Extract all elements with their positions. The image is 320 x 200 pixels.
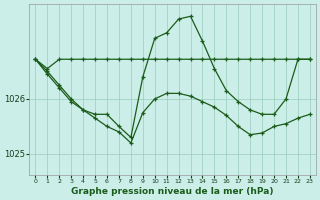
X-axis label: Graphe pression niveau de la mer (hPa): Graphe pression niveau de la mer (hPa): [71, 187, 274, 196]
